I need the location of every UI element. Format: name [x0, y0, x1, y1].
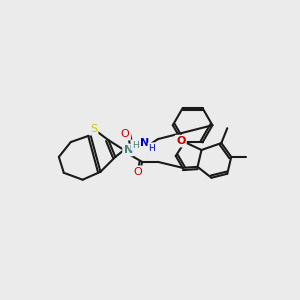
Text: S: S	[90, 124, 97, 134]
Text: O: O	[176, 136, 185, 146]
Text: N: N	[140, 138, 150, 148]
Text: N: N	[124, 145, 133, 155]
Text: O: O	[134, 167, 142, 177]
Text: O: O	[121, 129, 130, 139]
Text: H: H	[148, 143, 155, 152]
Text: H: H	[132, 140, 139, 149]
